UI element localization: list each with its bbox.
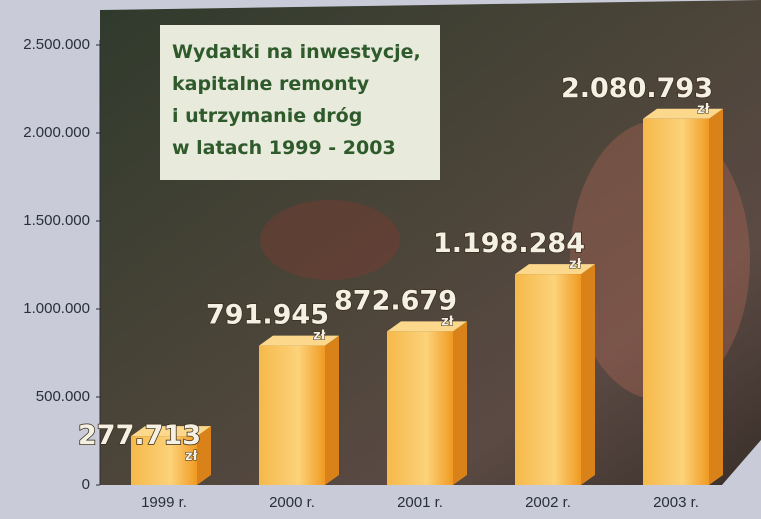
y-tick-label: 0 xyxy=(82,476,90,493)
bar xyxy=(643,119,709,485)
x-tick-label: 2002 r. xyxy=(525,494,571,511)
chart-title: i utrzymanie dróg xyxy=(172,105,362,127)
chart: Wydatki na inwestycje, kapitalne remonty i… xyxy=(0,0,761,519)
value-label: 2.080.793 xyxy=(561,73,713,104)
value-label: 1.198.284 xyxy=(433,228,585,259)
bar-top xyxy=(387,321,467,331)
value-unit: zł xyxy=(185,449,199,464)
bar xyxy=(259,346,325,485)
y-tick-label: 1.500.000 xyxy=(23,212,90,229)
value-unit: zł xyxy=(313,329,327,344)
bar xyxy=(387,331,453,485)
bar-side xyxy=(709,109,723,485)
x-tick-label: 2000 r. xyxy=(269,494,315,511)
value-unit: zł xyxy=(569,257,583,272)
bar-side xyxy=(581,264,595,485)
value-label: 791.945 xyxy=(206,300,329,331)
value-label: 277.713 xyxy=(78,420,201,451)
x-tick-label: 2003 r. xyxy=(653,494,699,511)
bar-top xyxy=(259,336,339,346)
bar-top xyxy=(515,264,595,274)
bar-side xyxy=(453,321,467,485)
value-label: 872.679 xyxy=(334,285,457,316)
chart-title: w latach 1999 - 2003 xyxy=(172,137,396,159)
photo-detail xyxy=(260,200,400,280)
x-tick-label: 2001 r. xyxy=(397,494,443,511)
x-tick-label: 1999 r. xyxy=(141,494,187,511)
value-unit: zł xyxy=(697,102,711,117)
y-tick-label: 500.000 xyxy=(36,388,90,405)
y-tick-label: 2.500.000 xyxy=(23,36,90,53)
bar-top xyxy=(643,109,723,119)
chart-title: kapitalne remonty xyxy=(172,73,370,95)
bar xyxy=(515,274,581,485)
chart-title: Wydatki na inwestycje, xyxy=(172,41,421,63)
bar-side xyxy=(325,336,339,485)
value-unit: zł xyxy=(441,314,455,329)
y-tick-label: 1.000.000 xyxy=(23,300,90,317)
y-tick-label: 2.000.000 xyxy=(23,124,90,141)
